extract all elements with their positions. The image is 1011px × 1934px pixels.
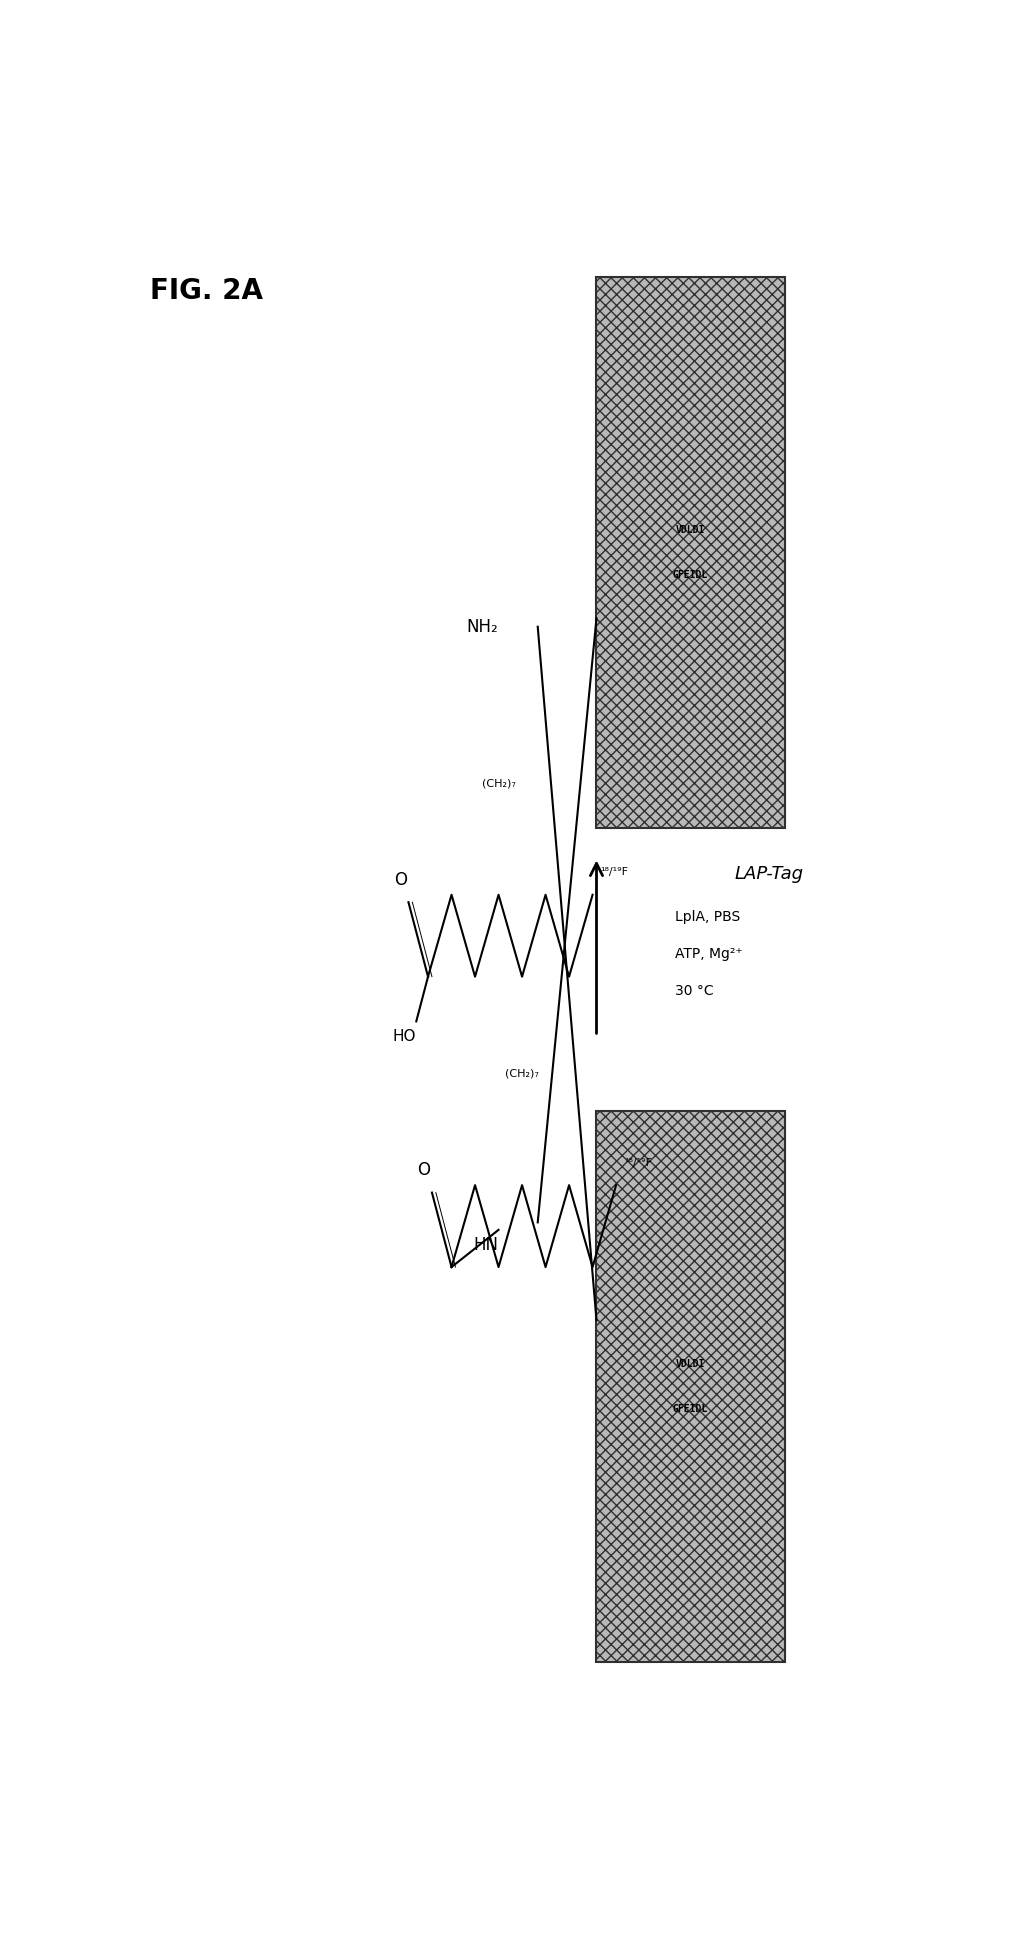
- Text: NH₂: NH₂: [467, 617, 498, 636]
- Text: 30 °C: 30 °C: [675, 984, 714, 998]
- Text: (CH₂)₇: (CH₂)₇: [481, 777, 516, 787]
- Text: (CH₂)₇: (CH₂)₇: [506, 1068, 539, 1079]
- Text: LAP-Tag: LAP-Tag: [734, 864, 804, 884]
- Text: FIG. 2A: FIG. 2A: [150, 277, 263, 306]
- Text: ¹⁸/¹⁹F: ¹⁸/¹⁹F: [624, 1158, 652, 1168]
- Text: VDLDI: VDLDI: [675, 1360, 706, 1369]
- Text: O: O: [418, 1160, 431, 1180]
- Text: HN: HN: [473, 1236, 498, 1253]
- Text: GFEIDL: GFEIDL: [673, 1404, 708, 1414]
- Text: HO: HO: [393, 1029, 417, 1044]
- Text: O: O: [394, 870, 407, 890]
- Text: LplA, PBS: LplA, PBS: [675, 909, 740, 924]
- Text: VDLDI: VDLDI: [675, 524, 706, 536]
- Text: GFEIDL: GFEIDL: [673, 571, 708, 580]
- FancyBboxPatch shape: [596, 277, 785, 828]
- Text: ATP, Mg²⁺: ATP, Mg²⁺: [675, 948, 742, 961]
- Text: ¹⁸/¹⁹F: ¹⁸/¹⁹F: [601, 868, 629, 878]
- FancyBboxPatch shape: [596, 1110, 785, 1661]
